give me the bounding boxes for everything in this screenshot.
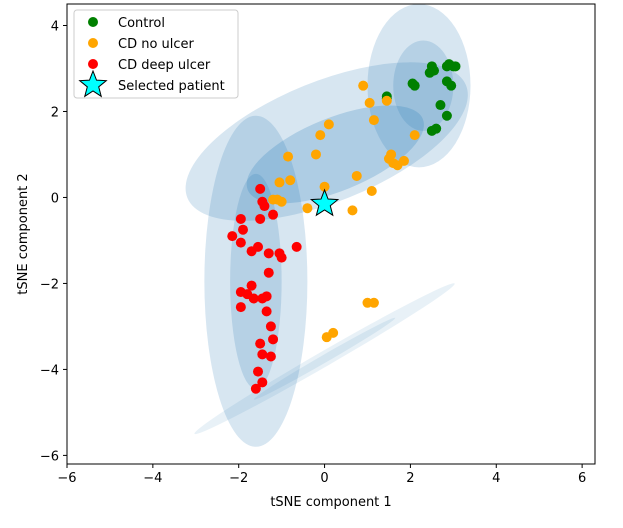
point-cd-deep-ulcer-4 [268, 209, 279, 220]
legend-label: Selected patient [118, 79, 225, 94]
y-axis-label: tSNE component 2 [16, 173, 31, 294]
point-cd-deep-ulcer-1 [255, 183, 266, 194]
point-control-9 [450, 61, 461, 72]
data-points [227, 59, 461, 394]
point-cd-deep-ulcer-31 [257, 377, 268, 388]
point-cd-deep-ulcer-23 [235, 302, 246, 313]
point-cd-deep-ulcer-26 [268, 334, 279, 345]
point-cd-deep-ulcer-16 [263, 267, 274, 278]
point-cd-deep-ulcer-30 [253, 366, 264, 377]
point-cd-no-ulcer-28 [321, 332, 332, 343]
point-cd-no-ulcer-7 [315, 130, 326, 141]
point-cd-deep-ulcer-8 [227, 231, 238, 242]
point-cd-deep-ulcer-22 [261, 291, 272, 302]
y-tick-label: 4 [51, 19, 59, 34]
density-ellipse-8 [253, 317, 396, 400]
selected-patient-star [309, 188, 340, 217]
y-tick-label: −6 [40, 449, 59, 464]
y-tick-label: 2 [51, 105, 59, 120]
x-tick-label: 6 [578, 471, 586, 486]
x-axis-label: tSNE component 1 [270, 495, 391, 510]
x-tick-label: 0 [320, 471, 328, 486]
legend-marker-star [78, 69, 108, 98]
point-cd-deep-ulcer-3 [259, 201, 270, 212]
point-cd-no-ulcer-26 [368, 297, 379, 308]
legend-label: Control [118, 16, 165, 31]
point-cd-deep-ulcer-6 [255, 213, 266, 224]
x-tick-label: −4 [143, 471, 162, 486]
legend-marker [88, 38, 98, 48]
x-axis-ticks: −6 −4 −2 0 2 4 6 [57, 464, 586, 486]
point-cd-no-ulcer-24 [347, 205, 358, 216]
point-cd-deep-ulcer-17 [246, 280, 257, 291]
point-cd-no-ulcer-3 [381, 95, 392, 106]
point-cd-deep-ulcer-5 [235, 213, 246, 224]
point-control-13 [441, 110, 452, 121]
point-cd-no-ulcer-15 [351, 170, 362, 181]
legend-marker [88, 59, 98, 69]
point-cd-no-ulcer-2 [364, 97, 375, 108]
point-cd-no-ulcer-18 [319, 181, 330, 192]
point-cd-deep-ulcer-7 [238, 224, 248, 235]
point-control-2 [409, 80, 420, 91]
point-cd-deep-ulcer-25 [265, 321, 276, 332]
point-control-12 [435, 100, 446, 111]
legend-label: CD deep ulcer [118, 58, 211, 73]
density-ellipse-7 [194, 283, 455, 435]
density-ellipse-1 [185, 62, 468, 221]
x-tick-label: −6 [57, 471, 76, 486]
point-cd-deep-ulcer-15 [291, 241, 302, 252]
legend: Control CD no ulcer CD deep ulcer Selected … [73, 9, 239, 99]
x-tick-label: 4 [492, 471, 500, 486]
point-cd-deep-ulcer-24 [261, 306, 272, 317]
point-cd-no-ulcer-5 [409, 130, 420, 141]
point-control-5 [429, 65, 440, 76]
point-cd-no-ulcer-9 [283, 151, 294, 162]
point-cd-no-ulcer-1 [358, 80, 369, 91]
y-tick-label: −4 [40, 363, 59, 378]
point-cd-no-ulcer-8 [310, 149, 321, 160]
point-cd-deep-ulcer-20 [248, 293, 259, 304]
y-axis-ticks: −6 −4 −2 0 2 4 [40, 19, 67, 464]
point-control-11 [446, 80, 457, 91]
plot-frame [66, 3, 596, 465]
legend-label: CD no ulcer [118, 37, 195, 52]
point-control-15 [426, 125, 437, 136]
y-tick-label: −2 [40, 277, 59, 292]
point-cd-no-ulcer-4 [368, 115, 379, 126]
point-cd-no-ulcer-14 [398, 155, 409, 166]
legend-marker [88, 17, 98, 27]
point-cd-deep-ulcer-12 [263, 248, 274, 259]
point-cd-no-ulcer-16 [274, 177, 285, 188]
point-cd-deep-ulcer-14 [276, 252, 287, 263]
point-cd-no-ulcer-22 [276, 196, 287, 207]
point-cd-no-ulcer-19 [366, 186, 377, 197]
legend-box [73, 9, 239, 99]
point-cd-deep-ulcer-9 [235, 237, 246, 248]
point-cd-deep-ulcer-32 [250, 383, 261, 394]
point-cd-no-ulcer-23 [302, 203, 313, 214]
y-tick-label: 0 [51, 191, 59, 206]
point-cd-deep-ulcer-29 [265, 351, 276, 362]
point-cd-deep-ulcer-28 [257, 349, 268, 360]
point-cd-deep-ulcer-27 [255, 338, 266, 349]
point-cd-deep-ulcer-11 [246, 246, 257, 257]
x-tick-label: −2 [229, 471, 248, 486]
point-cd-no-ulcer-17 [285, 175, 296, 186]
x-tick-label: 2 [406, 471, 414, 486]
point-cd-no-ulcer-6 [323, 119, 334, 130]
point-cd-no-ulcer-21 [268, 194, 279, 205]
point-cd-no-ulcer-11 [386, 149, 397, 160]
